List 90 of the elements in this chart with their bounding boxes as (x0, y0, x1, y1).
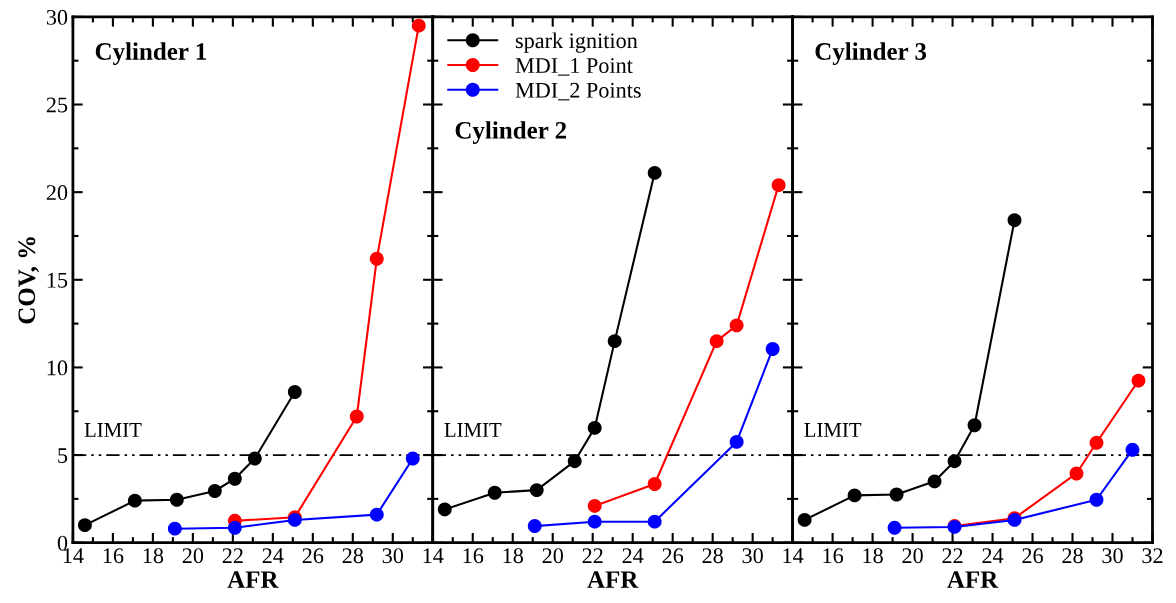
point (889, 487, 904, 502)
point (1089, 492, 1104, 507)
y-tick-label: 25 (46, 97, 68, 113)
point (369, 507, 384, 522)
x-tick-label: 18 (503, 548, 523, 564)
point (1089, 435, 1104, 450)
point (771, 178, 786, 193)
ref-line-label: LIMIT (804, 423, 862, 437)
y-tick-label: 30 (46, 9, 68, 25)
x-tick-label: 22 (582, 548, 603, 563)
point (647, 477, 662, 491)
point (607, 334, 622, 349)
x-tick-label: 20 (182, 548, 204, 564)
point (369, 251, 384, 266)
y-tick-label: 10 (47, 360, 68, 376)
x-tick-label: 22 (942, 548, 963, 563)
x-axis-title: AFR (587, 571, 639, 588)
annotation: Cylinder 3 (815, 42, 927, 66)
point (227, 471, 242, 486)
legend-label: MDI_1 Point (515, 58, 633, 76)
x-tick-label: 32 (1142, 548, 1163, 564)
x-tick-label: 24 (622, 548, 644, 563)
x-axis-title: AFR (227, 571, 279, 588)
x-tick-label: 30 (1102, 548, 1123, 564)
point (587, 498, 602, 513)
point (207, 484, 222, 498)
x-axis-title: AFR (947, 571, 999, 588)
point (647, 514, 662, 529)
point (527, 519, 542, 533)
y-tick-label: 20 (46, 185, 68, 201)
point (169, 492, 184, 507)
point (587, 420, 602, 435)
point (947, 454, 962, 469)
point (77, 518, 92, 533)
ref-line-label: LIMIT (444, 423, 502, 437)
point (797, 512, 812, 527)
x-tick-label: 26 (662, 548, 684, 564)
point (765, 342, 780, 356)
x-tick-label: 14 (423, 548, 444, 563)
point (1069, 466, 1084, 481)
point (487, 485, 502, 500)
x-tick-label: 18 (863, 548, 883, 564)
legend-label: MDI_2 Points (515, 82, 641, 101)
x-tick-label: 20 (542, 548, 563, 564)
point (405, 451, 420, 466)
x-tick-label: 28 (1062, 548, 1083, 564)
point (1131, 373, 1146, 388)
point (647, 165, 662, 180)
point (887, 520, 902, 535)
x-tick-label: 16 (823, 548, 844, 564)
x-tick-label: 24 (982, 548, 1004, 563)
x-tick-label: 24 (262, 548, 284, 563)
x-tick-label: 18 (143, 548, 164, 564)
point (411, 18, 426, 33)
x-tick-label: 26 (302, 548, 324, 564)
point (227, 520, 242, 535)
x-tick-label: 30 (742, 548, 763, 564)
y-tick-label: 5 (58, 448, 68, 463)
x-tick-label: 20 (902, 548, 923, 564)
y-tick-label: 15 (47, 272, 68, 288)
point (587, 514, 602, 529)
x-tick-label: 16 (463, 548, 484, 564)
x-tick-label: 28 (342, 548, 364, 564)
point (847, 488, 862, 503)
point (1125, 442, 1140, 457)
point (1007, 213, 1022, 228)
point (967, 418, 982, 433)
point (709, 334, 724, 349)
annotation: Cylinder 2 (455, 121, 567, 144)
point (729, 318, 744, 333)
point (349, 409, 364, 424)
legend-label: spark ignition (515, 32, 638, 53)
point (927, 474, 942, 489)
x-tick-label: 28 (702, 548, 723, 564)
point (529, 483, 544, 498)
point (437, 502, 452, 517)
x-tick-label: 26 (1022, 548, 1043, 564)
point (167, 521, 182, 536)
ref-line-label: LIMIT (84, 423, 142, 437)
point (127, 493, 142, 508)
x-tick-label: 22 (222, 548, 243, 563)
annotation: Cylinder 1 (95, 42, 206, 66)
x-tick-label: 16 (103, 548, 124, 564)
y-axis-title: COV, % (18, 237, 39, 324)
point (287, 385, 302, 399)
point (729, 434, 744, 449)
point (567, 454, 582, 469)
x-tick-label: 14 (783, 548, 804, 563)
x-tick-label: 30 (382, 548, 404, 564)
point (247, 451, 262, 466)
